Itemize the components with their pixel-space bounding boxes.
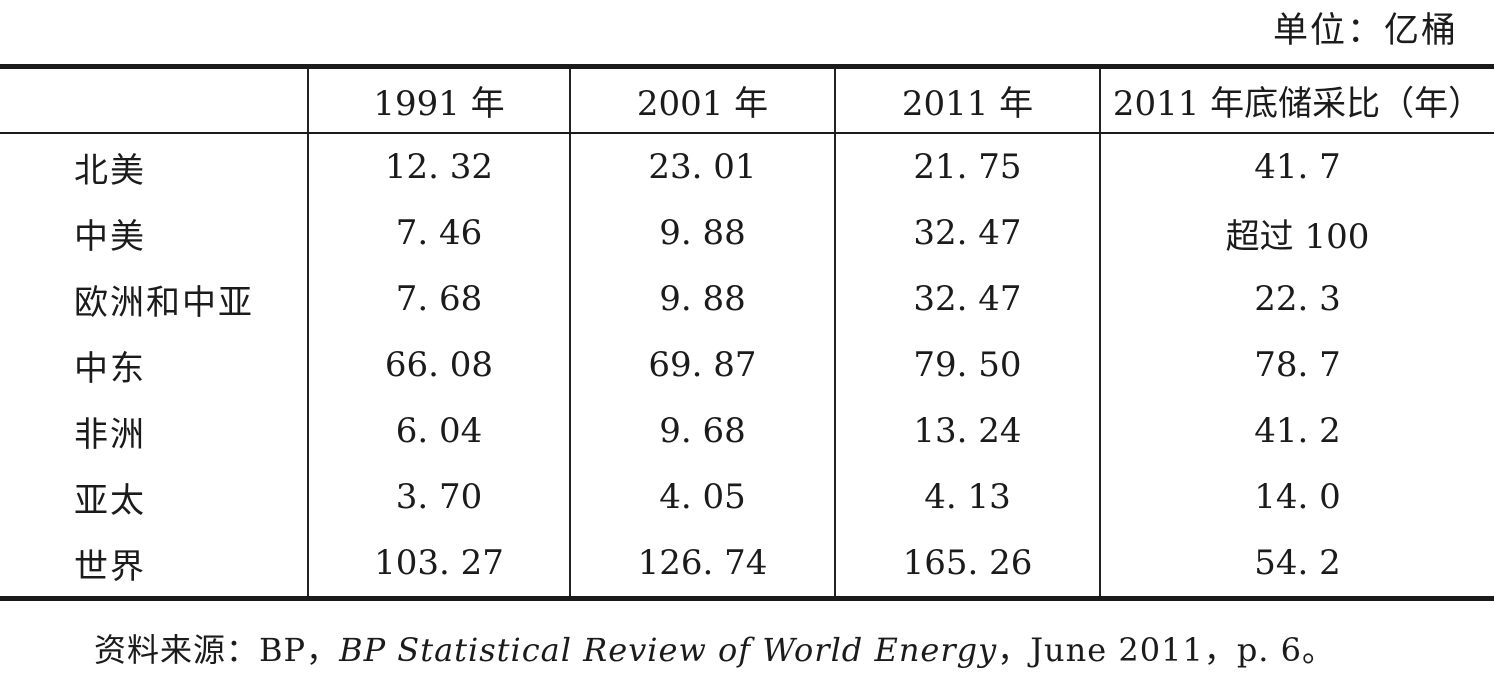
cell: 9. 68 xyxy=(569,398,835,464)
cell: 22. 3 xyxy=(1099,266,1494,332)
row-label: 中东 xyxy=(74,348,146,389)
table-row: 非洲 6. 04 9. 68 13. 24 41. 2 xyxy=(0,398,1494,464)
cell: 7. 46 xyxy=(307,200,570,266)
column-header-2001: 2001 年 xyxy=(569,66,835,134)
row-label: 中美 xyxy=(74,216,146,257)
table-row: 北美 12. 32 23. 01 21. 75 41. 7 xyxy=(0,133,1494,200)
row-label: 欧洲和中亚 xyxy=(74,282,254,323)
row-label: 世界 xyxy=(74,546,146,587)
source-suffix: ，June 2011，p. 6。 xyxy=(997,631,1336,669)
cell: 66. 08 xyxy=(307,332,570,398)
cell: 103. 27 xyxy=(307,530,570,599)
row-label: 亚太 xyxy=(74,480,146,521)
cell: 21. 75 xyxy=(834,133,1100,200)
cell: 54. 2 xyxy=(1099,530,1494,599)
cell: 4. 05 xyxy=(569,464,835,530)
cell: 12. 32 xyxy=(307,133,570,200)
table-row: 欧洲和中亚 7. 68 9. 88 32. 47 22. 3 xyxy=(0,266,1494,332)
cell: 32. 47 xyxy=(834,266,1100,332)
source-citation: 资料来源：BP，BP Statistical Review of World E… xyxy=(0,625,1494,671)
cell: 79. 50 xyxy=(834,332,1100,398)
table-row: 中美 7. 46 9. 88 32. 47 超过 100 xyxy=(0,200,1494,266)
table-row: 中东 66. 08 69. 87 79. 50 78. 7 xyxy=(0,332,1494,398)
column-header-rp-ratio: 2011 年底储采比（年） xyxy=(1099,66,1494,134)
source-book-title: BP Statistical Review of World Energy xyxy=(339,631,998,669)
cell: 78. 7 xyxy=(1099,332,1494,398)
cell: 32. 47 xyxy=(834,200,1100,266)
cell: 126. 74 xyxy=(569,530,835,599)
oil-reserves-table: 1991 年 2001 年 2011 年 2011 年底储采比（年） 北美 12… xyxy=(0,64,1494,601)
cell: 14. 0 xyxy=(1099,464,1494,530)
cell: 3. 70 xyxy=(307,464,570,530)
cell: 69. 87 xyxy=(569,332,835,398)
table-row: 亚太 3. 70 4. 05 4. 13 14. 0 xyxy=(0,464,1494,530)
row-label: 北美 xyxy=(74,150,146,191)
cell: 41. 7 xyxy=(1099,133,1494,200)
table-header-row: 1991 年 2001 年 2011 年 2011 年底储采比（年） xyxy=(0,66,1494,134)
cell: 9. 88 xyxy=(569,200,835,266)
cell: 4. 13 xyxy=(834,464,1100,530)
cell: 165. 26 xyxy=(834,530,1100,599)
cell: 超过 100 xyxy=(1099,200,1494,266)
row-label: 非洲 xyxy=(74,414,146,455)
cell: 13. 24 xyxy=(834,398,1100,464)
cell: 9. 88 xyxy=(569,266,835,332)
column-header-1991: 1991 年 xyxy=(307,66,570,134)
cell: 23. 01 xyxy=(569,133,835,200)
cell: 41. 2 xyxy=(1099,398,1494,464)
column-header-empty xyxy=(0,66,308,134)
unit-note: 单位：亿桶 xyxy=(1272,11,1458,51)
cell: 7. 68 xyxy=(307,266,570,332)
column-header-2011: 2011 年 xyxy=(834,66,1100,134)
table-row: 世界 103. 27 126. 74 165. 26 54. 2 xyxy=(0,530,1494,599)
cell: 6. 04 xyxy=(307,398,570,464)
source-prefix: 资料来源：BP， xyxy=(94,631,340,669)
